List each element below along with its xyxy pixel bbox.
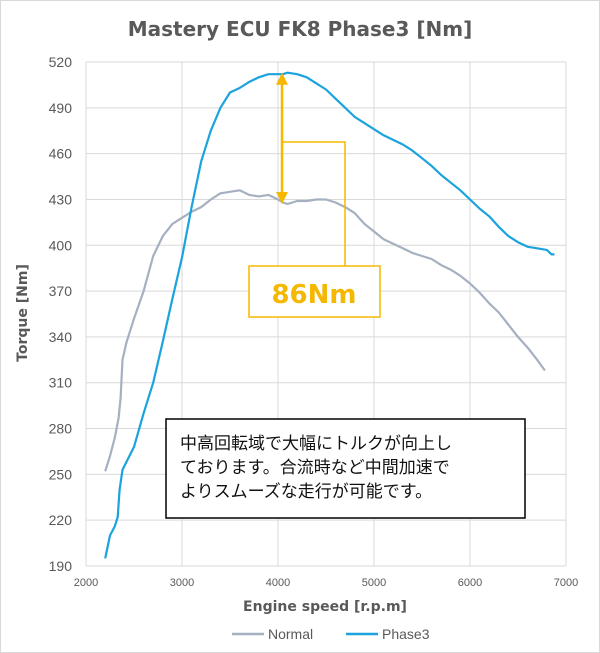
note-line: よりスムーズな走行が可能です。 — [180, 482, 432, 502]
series-lines — [104, 71, 555, 559]
note-line: ております。合流時など中間加速で — [180, 458, 450, 478]
y-tick-label: 430 — [49, 191, 73, 207]
callout-box — [248, 265, 381, 318]
difference-label: 86Nm — [271, 280, 356, 310]
legend-label-normal: Normal — [268, 626, 313, 642]
callout-connector — [282, 141, 346, 266]
y-tick-label: 220 — [49, 512, 73, 528]
x-tick-label: 5000 — [362, 577, 386, 589]
y-tick-labels: 190 220 250 280 310 340 370 400 430 460 490 520 — [49, 54, 73, 574]
y-tick-label: 340 — [49, 329, 73, 345]
difference-arrow-head-down — [276, 192, 288, 205]
note-box — [165, 418, 526, 519]
y-tick-label: 280 — [49, 421, 73, 437]
series-line-phase3 — [104, 71, 555, 559]
x-tick-label: 2000 — [74, 577, 98, 589]
y-tick-label: 400 — [49, 237, 73, 253]
legend-label-phase3: Phase3 — [382, 626, 430, 642]
x-tick-label: 7000 — [554, 577, 578, 589]
y-tick-label: 520 — [49, 54, 73, 70]
y-tick-label: 490 — [49, 100, 73, 116]
x-tick-labels: 2000 3000 4000 5000 6000 7000 — [74, 577, 578, 589]
y-tick-label: 370 — [49, 283, 73, 299]
x-tick-label: 6000 — [458, 577, 482, 589]
x-axis-label: Engine speed [r.p.m] — [243, 599, 407, 615]
y-tick-label: 460 — [49, 146, 73, 162]
y-tick-label: 250 — [49, 466, 73, 482]
x-tick-label: 4000 — [266, 577, 290, 589]
chart-title: Mastery ECU FK8 Phase3 [Nm] — [128, 17, 472, 41]
series-line-normal — [104, 189, 546, 472]
y-tick-label: 190 — [49, 558, 73, 574]
grid — [85, 61, 567, 567]
annotation-layer: 86Nm 中高回転域で大幅にトルクが向上しております。合流時など中間加速でよりスム… — [165, 72, 526, 519]
x-tick-label: 3000 — [170, 577, 194, 589]
legend: Normal Phase3 — [232, 626, 430, 642]
y-tick-label: 310 — [49, 375, 73, 391]
note-line: 中高回転域で大幅にトルクが向上し — [180, 434, 452, 454]
difference-arrow-head-up — [276, 72, 288, 85]
y-axis-label: Torque [Nm] — [15, 264, 31, 362]
